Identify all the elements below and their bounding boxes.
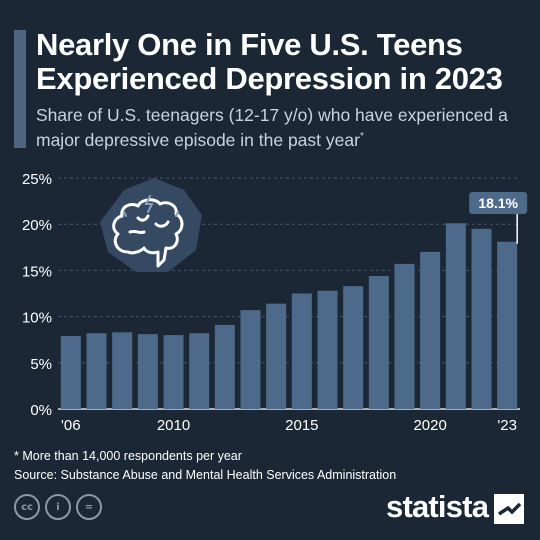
bar bbox=[343, 286, 364, 409]
cc-icon[interactable]: cc bbox=[14, 494, 40, 520]
statista-logo[interactable]: statista bbox=[386, 489, 489, 524]
footnote: * More than 14,000 respondents per year bbox=[14, 449, 242, 463]
by-icon[interactable]: i bbox=[45, 494, 71, 520]
statista-logo-mark bbox=[494, 494, 524, 524]
y-tick-label: 25% bbox=[22, 171, 52, 188]
chart-bars bbox=[60, 223, 518, 409]
bar bbox=[445, 223, 466, 409]
chart-subtitle: Share of U.S. teenagers (12-17 y/o) who … bbox=[36, 104, 536, 151]
source-note: Source: Substance Abuse and Mental Healt… bbox=[14, 468, 397, 482]
x-tick-label: '06 bbox=[61, 417, 81, 434]
y-tick-label: 10% bbox=[22, 310, 52, 327]
license-icons: cc i = bbox=[14, 494, 102, 520]
bar bbox=[471, 228, 492, 409]
x-tick-label: 2015 bbox=[285, 417, 318, 434]
subtitle-footnote-mark: * bbox=[359, 131, 364, 142]
bar bbox=[86, 333, 107, 409]
bar bbox=[189, 333, 210, 409]
bar bbox=[291, 293, 312, 409]
chart-title: Nearly One in Five U.S. Teens Experience… bbox=[36, 27, 503, 96]
y-tick-label: 15% bbox=[22, 263, 52, 280]
x-tick-label: 2010 bbox=[157, 417, 190, 434]
y-tick-label: 0% bbox=[30, 402, 52, 419]
x-tick-label: 2020 bbox=[413, 417, 446, 434]
bar bbox=[240, 310, 261, 409]
bar bbox=[60, 336, 81, 409]
x-axis: '06 2010 2015 2020 '23 bbox=[61, 417, 517, 434]
bar bbox=[394, 263, 415, 409]
nd-icon[interactable]: = bbox=[76, 494, 102, 520]
data-label: 18.1% bbox=[478, 195, 518, 211]
bar bbox=[317, 290, 338, 409]
chart-grid bbox=[58, 177, 520, 410]
bar bbox=[420, 251, 441, 409]
bar bbox=[137, 334, 158, 409]
bar-chart: 18.1% 0% 5% 10% 15% 20% 25% '06 2010 2015 2020 '2… bbox=[22, 171, 528, 434]
bar bbox=[497, 241, 518, 409]
chart-footer: * More than 14,000 respondents per year … bbox=[14, 447, 524, 485]
callout-box bbox=[469, 192, 528, 214]
bar bbox=[214, 324, 235, 409]
highlight-callout: 18.1% bbox=[469, 192, 528, 244]
y-tick-label: 5% bbox=[30, 356, 52, 373]
bar bbox=[112, 332, 133, 409]
x-tick-label: '23 bbox=[497, 417, 517, 434]
bar bbox=[163, 335, 184, 409]
bar bbox=[266, 303, 287, 409]
bar bbox=[368, 275, 389, 409]
subtitle-text: Share of U.S. teenagers (12-17 y/o) who … bbox=[36, 105, 508, 150]
y-tick-label: 20% bbox=[22, 217, 52, 234]
title-accent-bar bbox=[14, 30, 26, 148]
brain-icon bbox=[100, 178, 202, 272]
y-axis: 0% 5% 10% 15% 20% 25% bbox=[22, 171, 52, 419]
